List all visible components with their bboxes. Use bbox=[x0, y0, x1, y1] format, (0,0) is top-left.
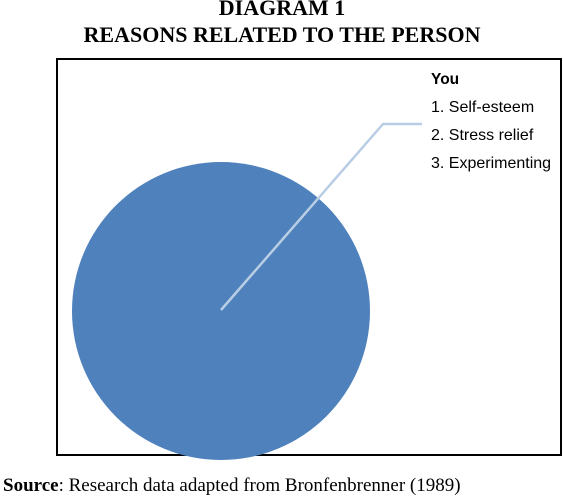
reason-item-self-esteem: 1. Self-esteem bbox=[431, 99, 535, 116]
source-note: Source: Research data adapted from Bronf… bbox=[3, 475, 461, 497]
diagram-title-line-1: DIAGRAM 1 bbox=[218, 0, 346, 20]
source-text: : Research data adapted from Bronfenbren… bbox=[58, 475, 461, 496]
person-circle bbox=[72, 162, 370, 460]
reason-item-stress-relief: 2. Stress relief bbox=[431, 127, 534, 144]
callout-heading: You bbox=[431, 71, 460, 88]
callout-leader-line bbox=[220, 122, 422, 311]
reasons-list: 1. Self-esteem 2. Stress relief 3. Exper… bbox=[431, 94, 551, 178]
source-label: Source bbox=[3, 475, 59, 496]
diagram-frame bbox=[56, 58, 562, 456]
callout-box: You 1. Self-esteem 2. Stress relief 3. E… bbox=[431, 66, 551, 178]
reason-item-experimenting: 3. Experimenting bbox=[431, 155, 552, 172]
diagram-title-line-2: REASONS RELATED TO THE PERSON bbox=[83, 22, 481, 47]
diagram-title: DIAGRAM 1 REASONS RELATED TO THE PERSON bbox=[0, 0, 564, 48]
